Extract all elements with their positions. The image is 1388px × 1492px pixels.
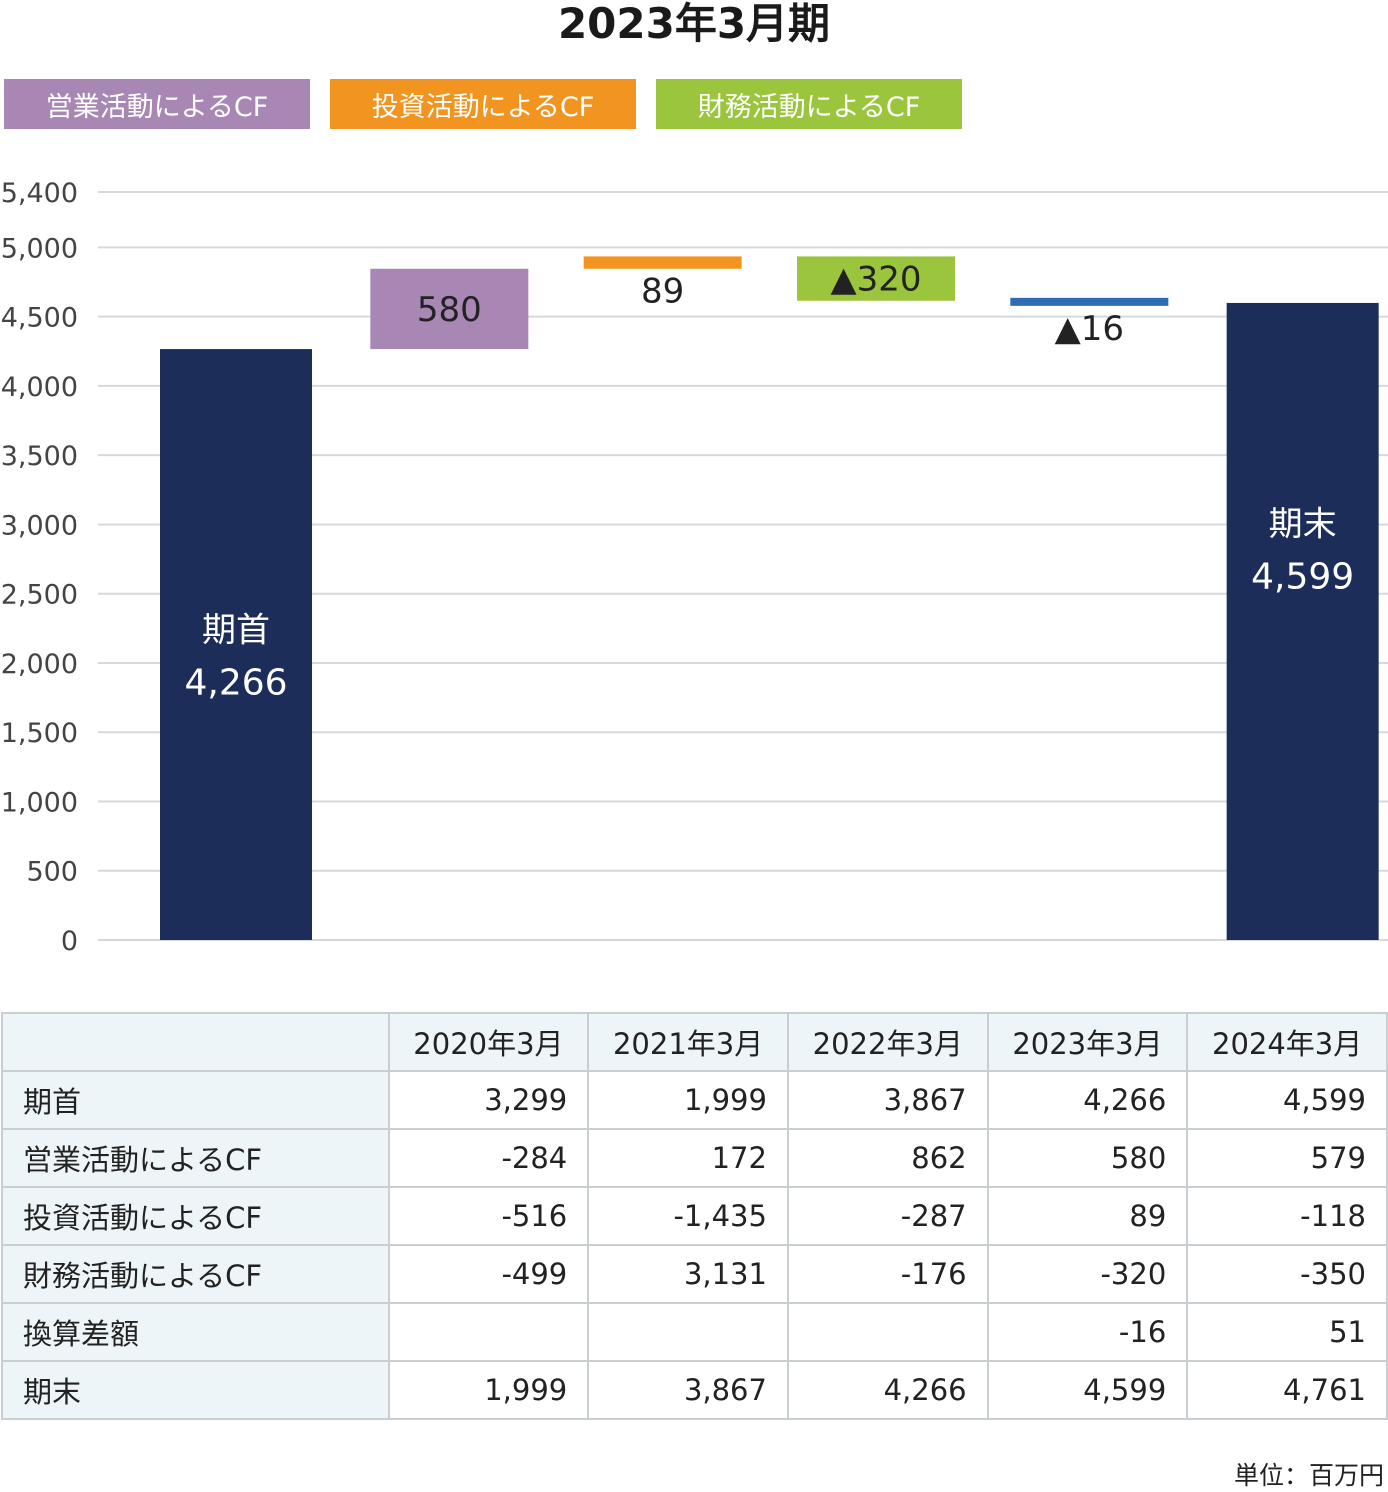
y-tick-label: 1,500 xyxy=(1,718,78,749)
row-label: 期末 xyxy=(1,1360,390,1420)
delta-bar xyxy=(583,256,742,269)
delta-bar xyxy=(1010,297,1169,306)
y-tick-label: 4,000 xyxy=(1,372,78,403)
row-label: 期首 xyxy=(1,1070,390,1130)
data-label: ▲16 xyxy=(1055,309,1124,349)
table-cell: 580 xyxy=(986,1128,1189,1188)
delta-bar xyxy=(370,268,529,350)
table-row: 期首 3,299 1,999 3,867 4,266 4,599 xyxy=(1,1070,1388,1130)
table-cell: -499 xyxy=(387,1244,590,1304)
table-cell: 4,266 xyxy=(986,1070,1189,1130)
y-tick-label: 2,000 xyxy=(1,649,78,680)
table-header-year: 2023年3月 xyxy=(986,1012,1189,1072)
data-label: ▲320 xyxy=(830,260,921,300)
table-cell: 3,867 xyxy=(786,1070,989,1130)
table-cell: -350 xyxy=(1186,1244,1388,1304)
chart-title: 2023年3月期 xyxy=(557,0,831,48)
table-cell: 1,999 xyxy=(587,1070,789,1130)
row-label: 投資活動によるCF xyxy=(1,1186,390,1246)
waterfall-chart: 0 500 1,000 1,500 2,000 2,500 3,000 3,500 4,000 4… xyxy=(1,178,1388,957)
y-tick-label: 2,500 xyxy=(1,580,78,611)
y-tick-label: 5,400 xyxy=(1,178,78,209)
table-header-year: 2020年3月 xyxy=(387,1012,590,1072)
table-cell: 4,599 xyxy=(986,1360,1189,1420)
legend-operating-cf: 営業活動によるCF xyxy=(4,79,310,129)
table-cell: 4,266 xyxy=(786,1360,989,1420)
y-tick-label: 500 xyxy=(26,857,78,888)
bar-label-name: 期末 xyxy=(1269,504,1337,544)
data-label: 89 xyxy=(641,272,684,312)
y-tick-label: 4,500 xyxy=(1,303,78,334)
table-cell: -287 xyxy=(786,1186,989,1246)
legend-financing-cf: 財務活動によるCF xyxy=(656,79,962,129)
row-label: 換算差額 xyxy=(1,1302,390,1362)
y-tick-label: 1,000 xyxy=(1,787,78,818)
table-row: 期末 1,999 3,867 4,266 4,599 4,761 xyxy=(1,1360,1388,1420)
total-bar xyxy=(1226,302,1379,940)
table-cell: -320 xyxy=(986,1244,1189,1304)
table-cell: 172 xyxy=(587,1128,789,1188)
data-label: 4,599 xyxy=(1251,556,1354,597)
table-header-year: 2021年3月 xyxy=(587,1012,789,1072)
table-row: 財務活動によるCF -499 3,131 -176 -320 -350 xyxy=(1,1244,1388,1304)
table-cell: -516 xyxy=(387,1186,590,1246)
table-cell: 89 xyxy=(986,1186,1189,1246)
delta-bar xyxy=(797,256,955,301)
table-header-year: 2024年3月 xyxy=(1186,1012,1388,1072)
table-cell: 3,299 xyxy=(387,1070,590,1130)
table-header-row: 2020年3月 2021年3月 2022年3月 2023年3月 2024年3月 xyxy=(1,1012,1388,1072)
data-label: 4,266 xyxy=(184,663,287,704)
table-cell: -176 xyxy=(786,1244,989,1304)
y-tick-label: 0 xyxy=(61,926,78,957)
table-cell xyxy=(587,1302,789,1362)
table-cell: 51 xyxy=(1186,1302,1388,1362)
table-row: 投資活動によるCF -516 -1,435 -287 89 -118 xyxy=(1,1186,1388,1246)
y-tick-label: 5,000 xyxy=(1,233,78,264)
cash-flow-table: 2020年3月 2021年3月 2022年3月 2023年3月 2024年3月 … xyxy=(1,1012,1388,1420)
bar-label-name: 期首 xyxy=(202,611,270,651)
row-label: 財務活動によるCF xyxy=(1,1244,390,1304)
table-cell: 4,599 xyxy=(1186,1070,1388,1130)
table-cell: 579 xyxy=(1186,1128,1388,1188)
row-label: 営業活動によるCF xyxy=(1,1128,390,1188)
table-row: 営業活動によるCF -284 172 862 580 579 xyxy=(1,1128,1388,1188)
y-tick-label: 3,500 xyxy=(1,441,78,472)
table-cell: 1,999 xyxy=(387,1360,590,1420)
legend-investing-cf: 投資活動によるCF xyxy=(330,79,636,129)
unit-note: 単位：百万円 xyxy=(1233,1461,1384,1490)
y-tick-label: 3,000 xyxy=(1,510,78,541)
total-bar xyxy=(160,349,312,941)
table-cell: -118 xyxy=(1186,1186,1388,1246)
table-cell: -16 xyxy=(986,1302,1189,1362)
table-cell: 862 xyxy=(786,1128,989,1188)
data-label: 580 xyxy=(417,290,482,330)
table-cell: -1,435 xyxy=(587,1186,789,1246)
table-row: 換算差額 -16 51 xyxy=(1,1302,1388,1362)
table-cell: 4,761 xyxy=(1186,1360,1388,1420)
table-cell: -284 xyxy=(387,1128,590,1188)
table-cell xyxy=(786,1302,989,1362)
table-header-year: 2022年3月 xyxy=(786,1012,989,1072)
table-cell xyxy=(387,1302,590,1362)
table-cell: 3,867 xyxy=(587,1360,789,1420)
table-cell: 3,131 xyxy=(587,1244,789,1304)
table-header-corner xyxy=(1,1012,390,1072)
